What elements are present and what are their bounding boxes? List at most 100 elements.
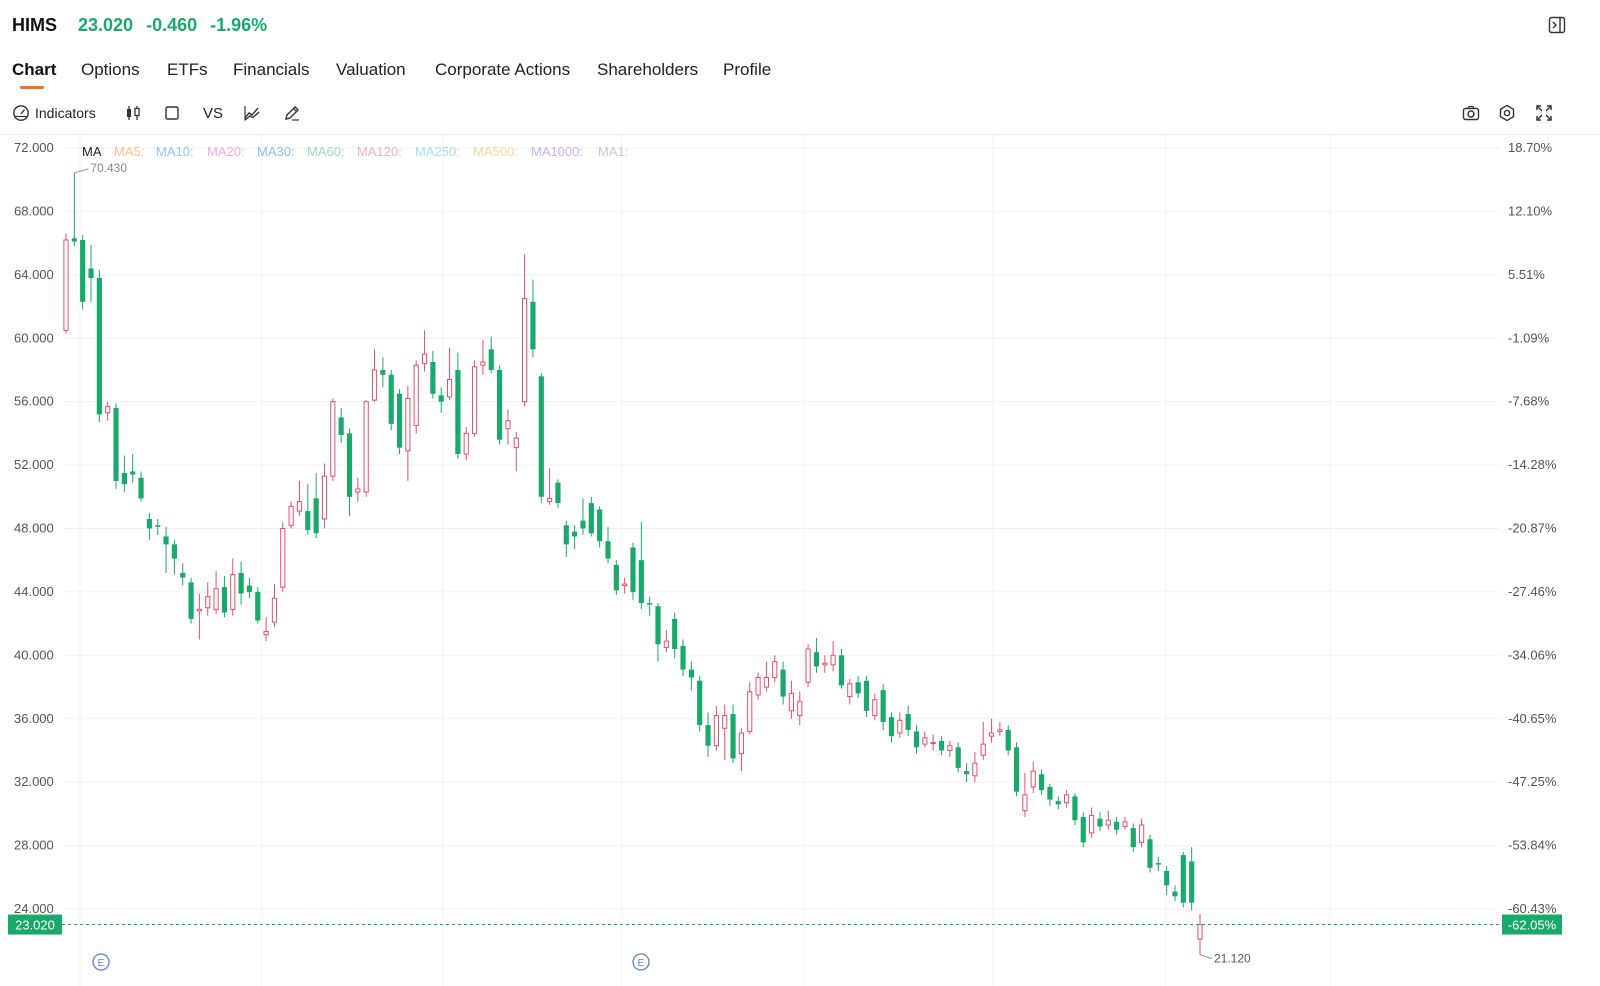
candle-body [588, 503, 594, 534]
candle-body [196, 608, 202, 612]
candle-body [1055, 801, 1061, 805]
candle-body [1022, 794, 1028, 812]
ma-legend-item: MA120: [357, 144, 402, 159]
candle-body [688, 669, 694, 678]
screenshot-button[interactable] [1462, 102, 1480, 124]
active-tab-indicator [20, 86, 44, 89]
candle-body [321, 475, 328, 520]
candlestick-chart-svg[interactable]: 72.000 18.70% 68.000 12.10% 64.000 5.51% 60.00… [0, 134, 1600, 986]
y-axis-left-label: 64.000 [14, 267, 54, 282]
price-chart[interactable]: 72.000 18.70% 68.000 12.10% 64.000 5.51% 60.00… [0, 134, 1600, 986]
candle-body [113, 408, 119, 481]
candle-body [863, 680, 870, 711]
candle-body [847, 683, 853, 698]
candle-body [471, 366, 478, 434]
candle-body [622, 583, 628, 587]
layout-button[interactable] [164, 102, 180, 124]
candle-body [305, 511, 311, 531]
candle-body [613, 564, 619, 591]
indicators-button[interactable]: Indicators [12, 102, 96, 124]
candle-body [1155, 863, 1161, 865]
candle-body [580, 520, 586, 529]
fullscreen-button[interactable] [1535, 102, 1553, 124]
candle-body [346, 433, 353, 497]
y-axis-right-label: 12.10% [1508, 203, 1553, 218]
y-axis-left-label: 36.000 [14, 711, 54, 726]
candle-body [563, 525, 569, 545]
candle-body [705, 725, 711, 746]
candle-body [313, 498, 319, 534]
candle-body [822, 662, 828, 666]
candle-body [638, 560, 644, 604]
tab-financials[interactable]: Financials [233, 60, 310, 79]
candle-body [238, 572, 244, 594]
compare-button[interactable]: VS [203, 102, 223, 124]
tab-corporate-actions[interactable]: Corporate Actions [435, 60, 571, 79]
y-axis-right-label: -27.46% [1508, 584, 1557, 599]
main-tabs: Chart Options ETFs Financials Valuation … [0, 56, 1600, 90]
candle-body [572, 531, 578, 537]
earnings-event-icon[interactable] [632, 953, 650, 971]
candle-body [538, 376, 544, 497]
candle-body [446, 378, 453, 398]
earnings-event-icon[interactable] [92, 953, 110, 971]
current-pct-tag-label: -62.05% [1508, 918, 1557, 933]
candle-body [730, 713, 736, 759]
y-axis-left-label: 48.000 [14, 521, 54, 536]
tab-chart[interactable]: Chart [12, 60, 57, 79]
collapse-panel-icon[interactable] [1548, 16, 1566, 34]
tab-profile[interactable]: Profile [723, 60, 772, 79]
ticker-symbol: HIMS [12, 15, 57, 35]
y-axis-right-label: -60.43% [1508, 901, 1557, 916]
candle-body [396, 393, 403, 448]
ma-legend-item: MA250: [415, 144, 460, 159]
candle-body [830, 654, 836, 666]
candle-body [997, 729, 1003, 732]
candle-body [788, 692, 795, 712]
draw-icon [283, 104, 301, 122]
camera-icon [1462, 104, 1480, 122]
candle-body [888, 717, 895, 737]
candle-body [421, 353, 428, 365]
indicators-icon [12, 104, 30, 122]
tab-shareholders[interactable]: Shareholders [597, 60, 699, 79]
drawing-tools-button[interactable] [283, 102, 301, 124]
candle-body [930, 742, 936, 745]
candle-body [180, 572, 186, 578]
candle-body [755, 677, 761, 696]
candle-body [747, 691, 753, 732]
candle-body [280, 528, 286, 588]
candle-body [380, 369, 386, 375]
y-axis-left-label: 28.000 [14, 838, 54, 853]
candle-body [697, 680, 703, 726]
candle-body [780, 669, 786, 697]
candle-body [505, 420, 511, 430]
candle-body [738, 732, 744, 755]
candle-body [338, 417, 344, 435]
candle-body [463, 432, 469, 455]
candle-body [205, 596, 211, 609]
low-marker-line [1199, 954, 1213, 960]
candle-body [1089, 814, 1095, 834]
candle-body [1130, 828, 1136, 848]
tab-etfs[interactable]: ETFs [167, 60, 208, 79]
candle-body [805, 648, 811, 683]
current-price-tag [8, 914, 62, 935]
candle-body [555, 482, 561, 504]
tab-valuation[interactable]: Valuation [336, 60, 406, 79]
y-axis-right-label: -7.68% [1508, 394, 1550, 409]
candle-body [405, 397, 411, 452]
candle-body [547, 497, 553, 503]
candle-body [163, 536, 169, 545]
y-axis-right-label: -47.25% [1508, 774, 1557, 789]
candle-body [763, 677, 769, 688]
chart-settings-button[interactable] [1498, 102, 1516, 124]
tab-options[interactable]: Options [81, 60, 140, 79]
candlestick-type-button[interactable] [124, 102, 142, 124]
high-price-label: 70.430 [90, 161, 127, 175]
candle-body [838, 655, 845, 686]
chart-style-button[interactable] [243, 102, 261, 124]
candle-body [905, 713, 911, 730]
candle-body [980, 743, 986, 756]
candle-body [955, 747, 961, 768]
